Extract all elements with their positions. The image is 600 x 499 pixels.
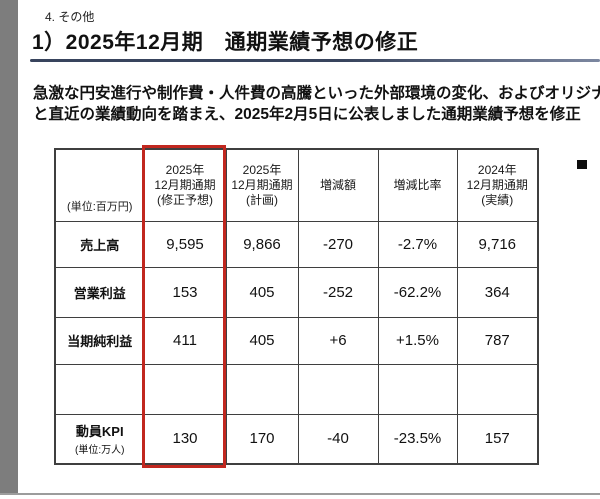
column-header-plan: 2025年 12月期通期 (計画) [225,148,299,222]
cell-value: +6 [297,316,379,365]
cell-value [456,363,539,415]
row-label-attendance-kpi: 動員KPI (単位:万人) [54,413,145,465]
unit-label-cell: (単位:百万円) [54,148,145,222]
left-gray-strip [0,0,18,493]
cell-value: -62.2% [377,266,458,318]
cell-value: 9,595 [143,220,227,268]
cell-value [143,363,227,415]
cell-value: 405 [225,266,299,318]
cell-value: 9,716 [456,220,539,268]
cell-value: +1.5% [377,316,458,365]
section-label: 4. その他 [45,10,95,24]
column-header-change-amount: 増減額 [297,148,379,222]
cell-value: 157 [456,413,539,465]
square-bullet-icon [577,160,587,169]
cell-value: 9,866 [225,220,299,268]
intro-line-2: と直近の業績動向を踏まえ、2025年2月5日に公表しました通期業績予想を修正 [33,106,581,123]
kpi-label: 動員KPI [75,424,124,440]
bottom-divider-line [0,493,600,495]
cell-value: 364 [456,266,539,318]
cell-value: 130 [143,413,227,465]
intro-line-1: 急激な円安進行や制作費・人件費の高騰といった外部環境の変化、およびオリジナ [33,85,600,102]
cell-value: 153 [143,266,227,318]
cell-value: 787 [456,316,539,365]
cell-value: -252 [297,266,379,318]
cell-value: 170 [225,413,299,465]
row-label-empty [54,363,145,415]
cell-value: -270 [297,220,379,268]
intro-paragraph: 急激な円安進行や制作費・人件費の高騰といった外部環境の変化、およびオリジナ と直… [33,83,600,125]
cell-value: 411 [143,316,227,365]
table-row-net-sales: 売上高 9,595 9,866 -270 -2.7% 9,716 [54,220,539,268]
table-row-operating-profit: 営業利益 153 405 -252 -62.2% 364 [54,266,539,318]
table-row-attendance-kpi: 動員KPI (単位:万人) 130 170 -40 -23.5% 157 [54,413,539,465]
column-header-actual-2024: 2024年 12月期通期 (実績) [456,148,539,222]
cell-value [297,363,379,415]
cell-value [225,363,299,415]
kpi-unit-label: (単位:万人) [75,445,125,457]
row-label-operating-profit: 営業利益 [54,266,145,318]
cell-value: -2.7% [377,220,458,268]
cell-value: -40 [297,413,379,465]
column-header-revised-forecast: 2025年 12月期通期 (修正予想) [143,148,227,222]
cell-value: -23.5% [377,413,458,465]
row-label-net-sales: 売上高 [54,220,145,268]
cell-value [377,363,458,415]
title-underline-rule [30,59,600,62]
cell-value: 405 [225,316,299,365]
table-row-net-income: 当期純利益 411 405 +6 +1.5% 787 [54,316,539,365]
column-header-change-ratio: 増減比率 [377,148,458,222]
forecast-revision-table: (単位:百万円) 2025年 12月期通期 (修正予想) 2025年 12月期通… [54,148,539,465]
table-row-spacer [54,363,539,415]
table-header-row: (単位:百万円) 2025年 12月期通期 (修正予想) 2025年 12月期通… [54,148,539,222]
page-title: 1）2025年12月期 通期業績予想の修正 [32,31,419,54]
row-label-net-income: 当期純利益 [54,316,145,365]
